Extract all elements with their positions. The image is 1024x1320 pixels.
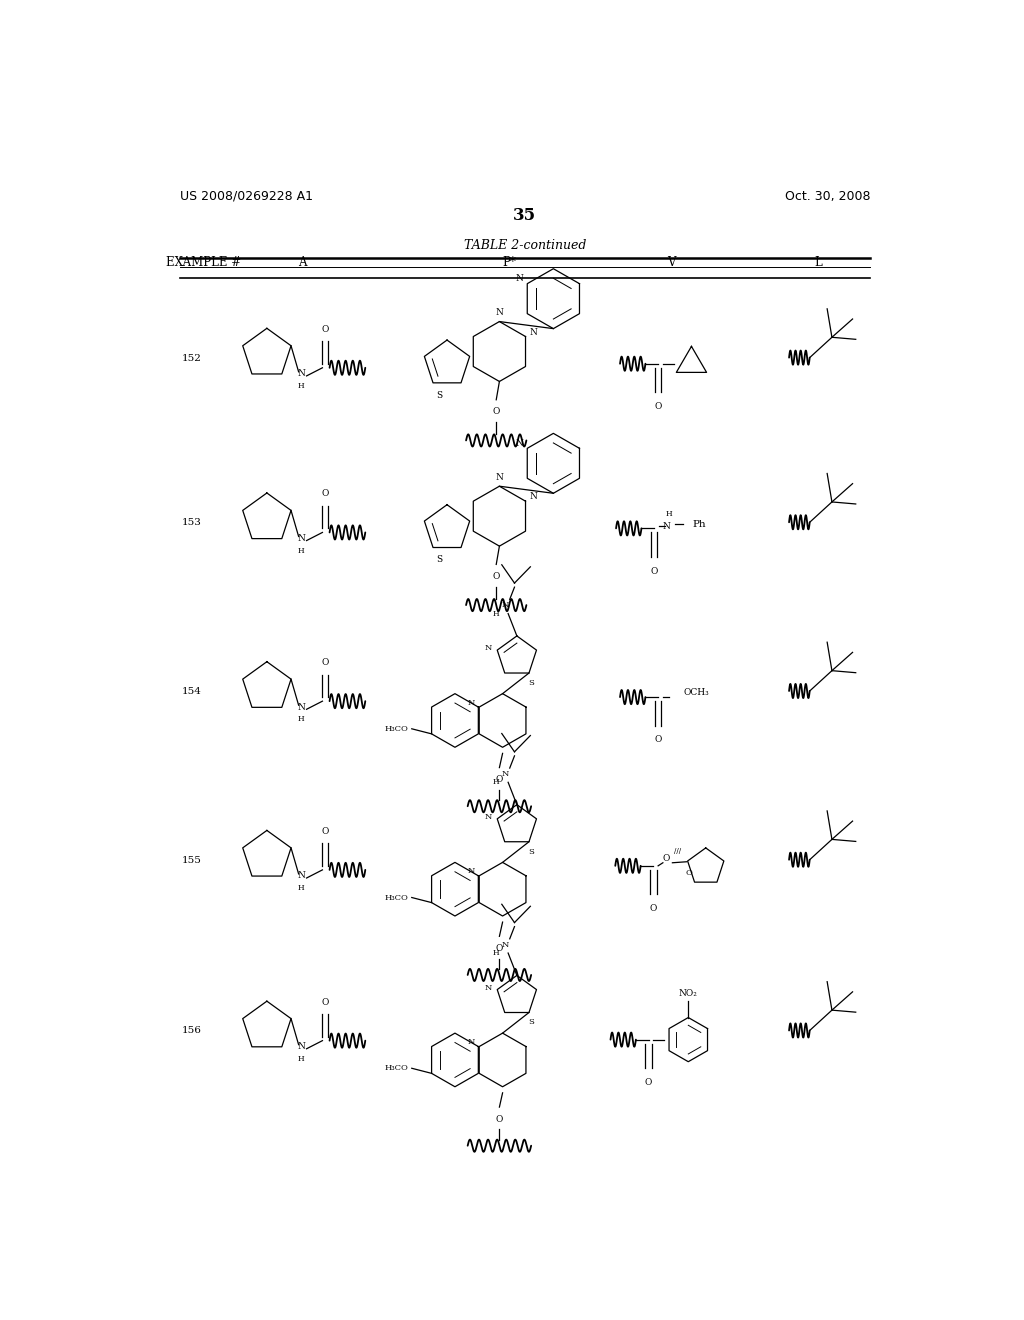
Text: O: O: [493, 572, 500, 581]
Text: V: V: [668, 256, 676, 269]
Text: H: H: [298, 1055, 304, 1063]
Text: S: S: [528, 678, 535, 686]
Text: O: O: [322, 998, 329, 1007]
Text: NO₂: NO₂: [679, 989, 697, 998]
Text: H: H: [298, 381, 304, 391]
Text: N: N: [663, 521, 671, 531]
Text: O: O: [322, 325, 329, 334]
Text: N: N: [496, 473, 504, 482]
Text: H₃CO: H₃CO: [385, 725, 409, 733]
Text: O: O: [663, 854, 670, 863]
Text: O: O: [496, 775, 503, 784]
Text: US 2008/0269228 A1: US 2008/0269228 A1: [179, 190, 312, 202]
Text: N: N: [484, 983, 492, 991]
Text: O: O: [496, 944, 503, 953]
Text: O: O: [654, 735, 662, 744]
Text: N: N: [515, 275, 523, 284]
Text: O: O: [685, 869, 692, 876]
Text: O: O: [322, 490, 329, 499]
Text: N: N: [297, 535, 305, 543]
Text: N: N: [529, 492, 537, 502]
Text: S: S: [528, 847, 535, 855]
Text: L: L: [814, 256, 822, 269]
Text: O: O: [322, 826, 329, 836]
Text: N: N: [297, 871, 305, 880]
Text: 156: 156: [182, 1027, 202, 1035]
Text: 35: 35: [513, 207, 537, 224]
Text: H: H: [493, 610, 499, 618]
Text: N: N: [515, 440, 523, 447]
Text: S: S: [528, 1019, 535, 1027]
Text: A: A: [298, 256, 307, 269]
Text: H₃CO: H₃CO: [385, 1064, 409, 1072]
Text: O: O: [649, 904, 657, 913]
Text: P*: P*: [502, 256, 516, 269]
Text: H: H: [493, 949, 499, 957]
Text: O: O: [645, 1078, 652, 1086]
Text: S: S: [436, 391, 442, 400]
Text: N: N: [468, 698, 475, 706]
Text: N: N: [502, 602, 509, 610]
Text: N: N: [529, 327, 537, 337]
Text: 154: 154: [182, 686, 202, 696]
Text: O: O: [654, 401, 662, 411]
Text: N: N: [297, 370, 305, 379]
Text: N: N: [468, 867, 475, 875]
Text: H: H: [298, 884, 304, 892]
Text: Oct. 30, 2008: Oct. 30, 2008: [784, 190, 870, 202]
Text: O: O: [322, 659, 329, 667]
Text: H₃CO: H₃CO: [385, 894, 409, 902]
Text: ///: ///: [674, 847, 681, 854]
Text: 152: 152: [182, 354, 202, 363]
Text: O: O: [496, 1115, 503, 1123]
Text: 155: 155: [182, 855, 202, 865]
Text: EXAMPLE #: EXAMPLE #: [166, 256, 241, 269]
Text: H: H: [493, 779, 499, 787]
Text: 153: 153: [182, 519, 202, 527]
Text: Ph: Ph: [692, 520, 706, 529]
Text: O: O: [650, 566, 657, 576]
Text: N: N: [502, 770, 509, 779]
Text: N: N: [484, 644, 492, 652]
Text: S: S: [436, 556, 442, 565]
Text: N: N: [297, 702, 305, 711]
Text: N: N: [484, 813, 492, 821]
Text: N: N: [468, 1039, 475, 1047]
Text: TABLE 2-continued: TABLE 2-continued: [464, 239, 586, 252]
Text: H: H: [298, 546, 304, 554]
Text: H: H: [666, 510, 672, 519]
Text: N: N: [496, 309, 504, 317]
Text: H: H: [298, 715, 304, 723]
Text: N: N: [297, 1043, 305, 1051]
Text: N: N: [502, 941, 509, 949]
Text: O: O: [493, 408, 500, 417]
Text: OCH₃: OCH₃: [684, 688, 710, 697]
